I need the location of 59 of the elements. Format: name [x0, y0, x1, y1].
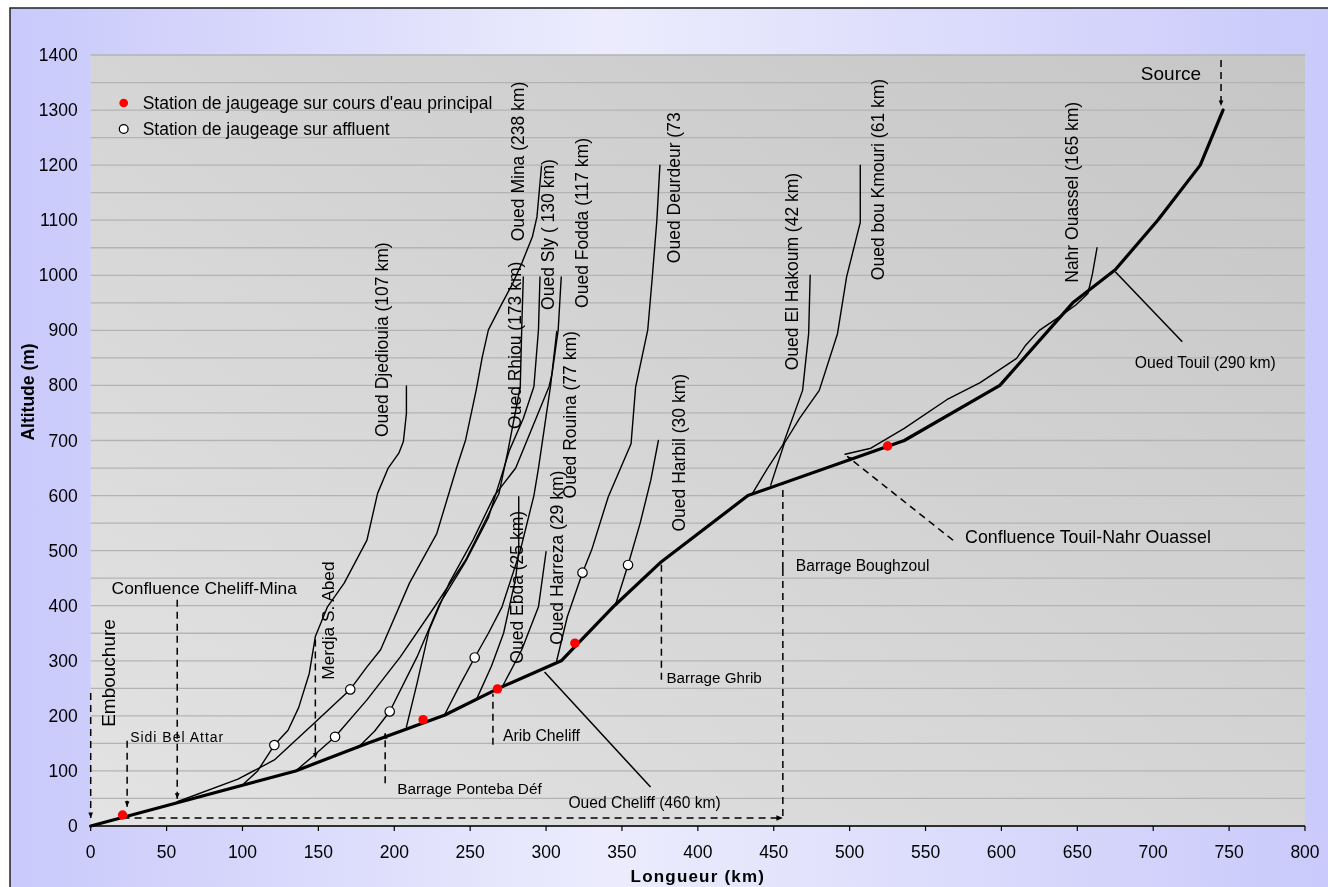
annotation: Barrage Boughzoul — [795, 556, 930, 574]
text: Oued bou Kmouri (61 km) — [868, 78, 889, 281]
x-tick-label: 650 — [1062, 842, 1093, 862]
x-tick-label: 150 — [303, 842, 334, 862]
annotation: Barrage Ponteba Déf — [397, 779, 543, 797]
x-tick-label: 600 — [986, 842, 1017, 862]
y-tick-label: 600 — [48, 485, 78, 506]
x-tick-label: 0 — [85, 842, 96, 862]
y-tick-label: 800 — [48, 375, 78, 396]
text: Oued Deurdeur (73 — [663, 112, 684, 264]
x-tick-label: 400 — [683, 842, 713, 862]
y-tick-label: 1000 — [38, 265, 78, 286]
x-tick-label: 800 — [1290, 842, 1320, 862]
x-tick-label: 450 — [759, 842, 789, 862]
x-tick-label: 100 — [227, 842, 258, 862]
y-tick-label: 0 — [67, 816, 78, 836]
y-tick-label: 100 — [48, 760, 78, 781]
text: Oued Sly ( 130 km) — [537, 159, 558, 310]
x-tick-label: 50 — [156, 842, 177, 862]
annotation: Confluence Cheliff-Mina — [111, 577, 298, 598]
annotation: Oued Touil (290 km) — [1134, 353, 1276, 371]
x-tick-label: 300 — [531, 842, 561, 862]
annotation: Arib Cheliff — [502, 726, 581, 744]
text: Oued El Hakoum (42 km) — [782, 172, 803, 371]
text: Oued Mina (238 km) — [508, 81, 529, 242]
annotation: Oued Cheliff (460 km) — [568, 793, 721, 811]
annotation: Source — [1140, 62, 1202, 84]
text: Oued Fodda (117 km) — [572, 138, 593, 308]
text: Oued Rhiou (173 km) — [505, 261, 526, 429]
y-axis-title: Altitude (m) — [18, 343, 38, 441]
annotation: Barrage Ghrib — [666, 668, 762, 686]
y-tick-label: 200 — [48, 705, 78, 726]
text: Oued Ebda (25 km) — [506, 510, 527, 664]
x-tick-label: 550 — [910, 842, 941, 862]
y-tick-label: 1400 — [38, 45, 78, 65]
annotation: Merdja S. Abed — [318, 561, 339, 680]
y-tick-label: 400 — [48, 595, 78, 616]
x-axis-title: Longueur (km) — [630, 866, 766, 886]
text: Oued Harbil (30 km) — [669, 373, 690, 532]
x-tick-label: 500 — [835, 842, 865, 862]
x-tick-label: 750 — [1214, 842, 1244, 862]
text: Nahr Ouassel (165 km) — [1062, 101, 1083, 283]
legend-label: Station de jaugeage sur affluent — [142, 119, 390, 139]
y-tick-label: 1200 — [38, 155, 78, 176]
x-tick-label: 350 — [607, 842, 637, 862]
annotation: Confluence Touil-Nahr Ouassel — [965, 527, 1211, 548]
annotation: Embouchure — [97, 619, 119, 727]
y-tick-label: 900 — [48, 320, 78, 341]
y-tick-label: 1100 — [40, 210, 78, 231]
annotation: Sidi Bel Attar — [130, 728, 225, 745]
x-tick-label: 700 — [1138, 842, 1169, 862]
y-tick-label: 700 — [48, 430, 78, 451]
y-tick-label: 1300 — [38, 100, 78, 121]
legend-label: Station de jaugeage sur cours d'eau principal — [142, 93, 493, 113]
x-tick-label: 250 — [455, 842, 486, 862]
x-tick-label: 200 — [379, 842, 410, 862]
text: Oued Djediouia (107 km) — [372, 242, 393, 437]
y-tick-label: 500 — [48, 540, 78, 561]
y-tick-label: 300 — [48, 650, 78, 671]
